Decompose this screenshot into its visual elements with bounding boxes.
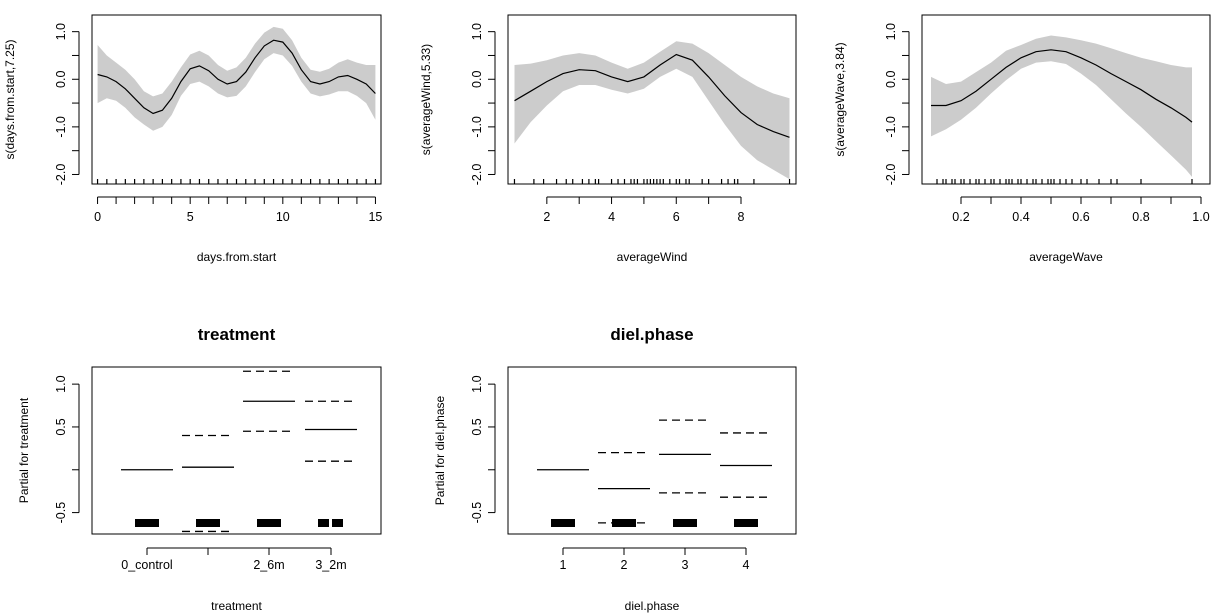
y-axis-label: s(averageWave,3.84): [833, 42, 847, 156]
x-tick-label: 4: [743, 558, 750, 572]
rug-block: [673, 519, 697, 527]
plot-frame: [921, 14, 1211, 185]
plot-frame: [91, 366, 382, 535]
y-tick-label: 0.0: [54, 71, 68, 88]
x-tick-label: 0.4: [1012, 210, 1029, 224]
y-tick-label: 1.0: [470, 375, 484, 392]
x-tick-label: 4: [608, 210, 615, 224]
x-axis-label: diel.phase: [625, 599, 680, 613]
x-axis-label: treatment: [211, 599, 262, 613]
y-tick-label: -2.0: [470, 164, 484, 186]
y-tick-label: -0.5: [470, 502, 484, 524]
chart-panel-3: 0.2 0.4 0.6 0.8 1.0 averageWave -2.0 -1.0 0.0 1.0…: [833, 14, 1211, 264]
x-tick-label: 0.2: [952, 210, 969, 224]
x-axis-label: averageWind: [617, 250, 688, 264]
x-tick-label: 10: [276, 210, 290, 224]
y-axis-label: s(averageWind,5.33): [419, 44, 433, 155]
panel-title: treatment: [198, 325, 276, 344]
y-tick-label: -0.5: [54, 502, 68, 524]
x-tick-label: 1.0: [1192, 210, 1209, 224]
y-axis-label: Partial for treatment: [17, 397, 31, 503]
x-tick-label: 2: [543, 210, 550, 224]
rug-block: [551, 519, 575, 527]
rug-block: [332, 519, 343, 527]
plot-frame: [507, 14, 797, 185]
chart-panel-4: treatment 0_control 2_6m 3_2m treatment -0.5 0…: [17, 325, 382, 613]
smooth-line: [931, 49, 1193, 123]
x-tick-label: 0_control: [121, 558, 172, 572]
y-tick-label: 1.0: [470, 23, 484, 40]
rug-block: [734, 519, 758, 527]
y-tick-label: -1.0: [470, 116, 484, 138]
y-tick-label: 0.0: [884, 71, 898, 88]
x-tick-label: 1: [560, 558, 567, 572]
rug-block: [257, 519, 281, 527]
x-tick-label: 6: [673, 210, 680, 224]
y-tick-label: 1.0: [54, 23, 68, 40]
y-axis-label: Partial for diel.phase: [433, 395, 447, 505]
rug-block: [135, 519, 159, 527]
y-tick-label: -2.0: [54, 164, 68, 186]
rug-block: [196, 519, 220, 527]
rug-block: [612, 519, 636, 527]
x-axis-label: averageWave: [1029, 250, 1103, 264]
confidence-band: [514, 41, 790, 180]
y-tick-label: -2.0: [884, 164, 898, 186]
x-tick-label: 2: [621, 558, 628, 572]
panel-title: diel.phase: [610, 325, 693, 344]
y-tick-label: 0.5: [470, 418, 484, 435]
y-tick-label: 1.0: [884, 23, 898, 40]
x-axis-label: days.from.start: [197, 250, 277, 264]
y-tick-label: -1.0: [54, 116, 68, 138]
x-tick-label: 15: [368, 210, 382, 224]
y-axis-label: s(days.from.start,7.25): [3, 39, 17, 159]
rug-block: [318, 519, 329, 527]
chart-panel-5: diel.phase 1 2 3 4 diel.phase -0.5 0.5 1.0 Partia…: [433, 325, 797, 613]
x-tick-label: 0.8: [1132, 210, 1149, 224]
y-tick-label: 0.0: [470, 71, 484, 88]
plot-frame: [91, 14, 382, 185]
x-tick-label: 3_2m: [315, 558, 346, 572]
y-tick-label: 1.0: [54, 375, 68, 392]
smooth-line: [97, 39, 376, 115]
chart-panel-1: 0 5 10 15 days.from.start -2.0 -1.0 0.0 1.0 s(day…: [3, 14, 382, 264]
plot-frame: [507, 366, 797, 535]
smooth-line: [514, 53, 790, 138]
y-tick-label: -1.0: [884, 116, 898, 138]
x-tick-label: 0.6: [1072, 210, 1089, 224]
confidence-band: [931, 35, 1192, 177]
x-tick-label: 3: [682, 558, 689, 572]
chart-panel-2: 2 4 6 8 averageWind -2.0 -1.0 0.0 1.0 s(averageWi…: [419, 14, 797, 264]
x-tick-label: 0: [94, 210, 101, 224]
x-tick-label: 2_6m: [253, 558, 284, 572]
x-tick-label: 5: [187, 210, 194, 224]
x-tick-label: 8: [738, 210, 745, 224]
y-tick-label: 0.5: [54, 418, 68, 435]
